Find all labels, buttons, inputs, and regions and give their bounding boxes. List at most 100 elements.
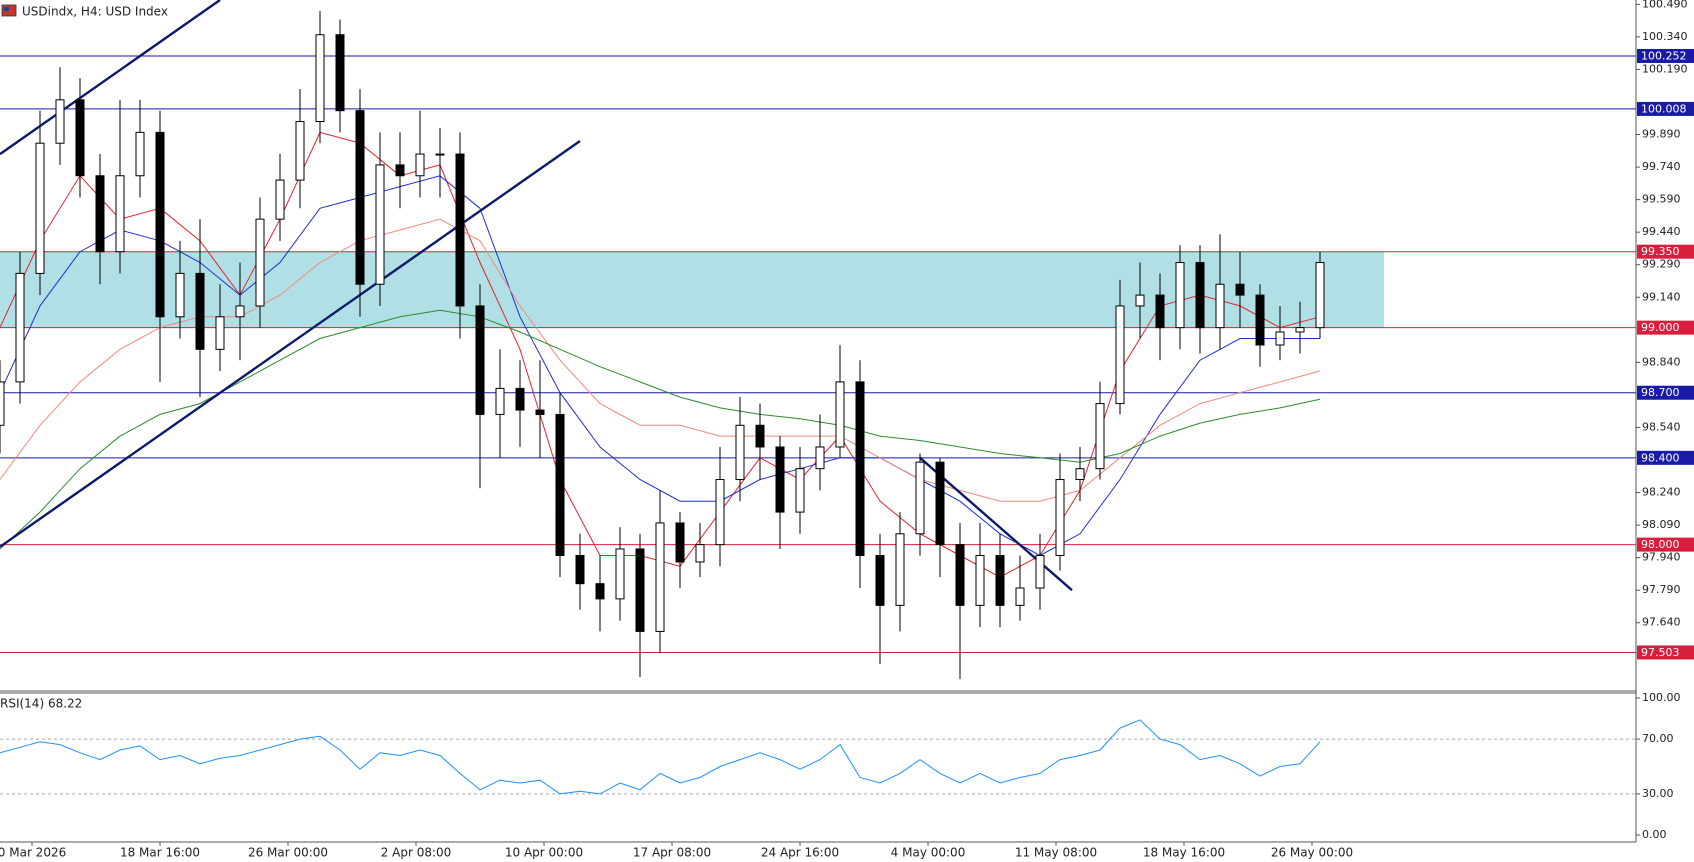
candle-body xyxy=(1075,468,1085,481)
trendline xyxy=(919,456,1073,592)
candle-body xyxy=(195,272,205,350)
axes xyxy=(0,0,1637,843)
level-label-bg xyxy=(1637,244,1694,259)
candle-body xyxy=(315,34,325,123)
y-tick-label: 99.890 xyxy=(1642,128,1681,141)
candle-body xyxy=(1155,294,1165,329)
candle-body xyxy=(235,305,245,318)
y-tick-label: 99.140 xyxy=(1642,290,1681,303)
level-label-bg xyxy=(1637,385,1694,400)
level-label: 97.503 xyxy=(1641,646,1680,659)
y-tick-label: 99.590 xyxy=(1642,193,1681,206)
x-tick-label: 18 Mar 16:00 xyxy=(120,846,200,860)
candle-body xyxy=(715,479,725,546)
candle-body xyxy=(1295,327,1305,333)
candle-body xyxy=(1215,283,1225,329)
candle-body xyxy=(1195,262,1205,329)
candle-body xyxy=(335,34,345,112)
candle-body xyxy=(875,554,885,606)
candle-body xyxy=(1175,262,1185,329)
candle-body xyxy=(555,413,565,556)
candle-body xyxy=(95,175,105,253)
candle-body xyxy=(895,533,905,606)
x-tick-label: 17 Apr 08:00 xyxy=(633,846,711,860)
level-label-bg xyxy=(1637,645,1694,660)
candle-body xyxy=(1095,403,1105,470)
rsi-title: RSI(14) 68.22 xyxy=(0,697,82,711)
y-tick-label: 98.240 xyxy=(1642,486,1681,499)
candle-body xyxy=(615,548,625,600)
candle-body xyxy=(1055,479,1065,556)
candle-body xyxy=(935,461,945,546)
candle-body xyxy=(1255,294,1265,346)
level-label-bg xyxy=(1637,320,1694,335)
candle-body xyxy=(295,121,305,181)
header: USDindx, H4: USD Index RSI(14) 68.22 xyxy=(0,5,168,711)
candle-body xyxy=(455,153,465,307)
rsi-panel xyxy=(0,719,1636,795)
level-label-bg xyxy=(1637,537,1694,552)
candle-body xyxy=(1035,554,1045,589)
candle-body xyxy=(995,554,1005,606)
candle-body xyxy=(175,272,185,318)
y-tick-label: 100.490 xyxy=(1642,0,1688,10)
candle-body xyxy=(1235,283,1245,296)
candle-body xyxy=(1275,331,1285,346)
level-label: 99.350 xyxy=(1641,245,1680,258)
candle-body xyxy=(695,544,705,563)
candle-body xyxy=(655,522,665,632)
candle-body xyxy=(595,583,605,600)
candle-body xyxy=(855,381,865,556)
candle-body xyxy=(1315,262,1325,329)
candle-body xyxy=(475,305,485,415)
y-tick-label: 97.640 xyxy=(1642,616,1681,629)
y-tick-label: 98.540 xyxy=(1642,420,1681,433)
trendline xyxy=(0,0,221,156)
y-tick-label: 100.190 xyxy=(1642,62,1688,75)
y-tick-label: 98.090 xyxy=(1642,518,1681,531)
candle-body xyxy=(795,468,805,513)
x-tick-label: 26 May 00:00 xyxy=(1271,846,1353,860)
rsi-line xyxy=(0,719,1321,795)
candle-body xyxy=(735,424,745,481)
y-tick-label: 100.00 xyxy=(1642,691,1681,704)
zone xyxy=(0,251,1384,328)
candle-body xyxy=(115,175,125,253)
candle-body xyxy=(55,99,65,144)
candle-body xyxy=(135,131,145,177)
x-tick-label: 2 Apr 08:00 xyxy=(381,846,452,860)
trendline xyxy=(0,140,581,548)
symbol-icon xyxy=(4,7,9,11)
candle-body xyxy=(755,424,765,448)
level-label-bg xyxy=(1637,48,1694,63)
y-tick-label: 99.740 xyxy=(1642,160,1681,173)
moving-average xyxy=(0,175,1320,557)
candle-body xyxy=(0,381,5,426)
level-label-bg xyxy=(1637,101,1694,116)
candle-body xyxy=(675,522,685,563)
candle-body xyxy=(35,142,45,274)
candle-body xyxy=(155,131,165,318)
level-label: 100.252 xyxy=(1641,49,1687,62)
x-tick-label: 4 May 00:00 xyxy=(891,846,966,860)
x-tick-label: 26 Mar 00:00 xyxy=(248,846,328,860)
x-tick-label: 11 May 08:00 xyxy=(1015,846,1097,860)
level-label-bg xyxy=(1637,450,1694,465)
candle-body xyxy=(835,381,845,448)
candle-body xyxy=(75,99,85,177)
candle-body xyxy=(955,544,965,606)
y-tick-label: 100.340 xyxy=(1642,30,1688,43)
chart-title: USDindx, H4: USD Index xyxy=(22,5,168,19)
candle-body xyxy=(1015,587,1025,606)
level-label: 99.000 xyxy=(1641,321,1680,334)
candle-body xyxy=(815,446,825,470)
level-label: 98.000 xyxy=(1641,538,1680,551)
price-panel xyxy=(0,0,1636,680)
x-tick-label: 10 Apr 00:00 xyxy=(505,846,583,860)
y-tick-label: 70.00 xyxy=(1642,732,1674,745)
level-label: 98.700 xyxy=(1641,386,1680,399)
